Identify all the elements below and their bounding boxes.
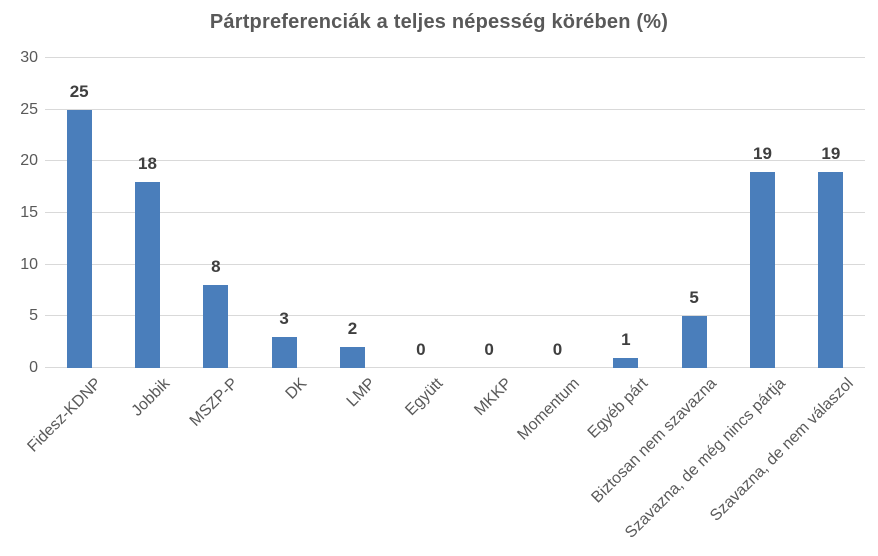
bar-value-label: 18 [138,154,157,173]
bar [271,337,297,368]
x-axis-category-label: DK [282,375,311,403]
bar-value-label: 25 [69,82,89,101]
bar-value-label: 0 [484,340,494,359]
bar [613,358,639,368]
gridline [45,263,865,265]
x-axis-category-label: Szavazna, de nem válaszol [707,375,857,525]
x-axis-category-label: Egyéb párt [585,375,652,442]
y-axis-tick-label: 20 [20,152,38,170]
bar-value-label: 2 [347,319,358,338]
x-axis-category-label: Fidesz-KDNP [24,375,106,456]
gridline [45,57,865,58]
bar-value-label: 1 [621,330,631,349]
x-axis-category-label: Együtt [402,375,447,420]
bar [681,316,707,368]
bar [818,172,844,368]
x-axis-category-label: MKKP [471,375,516,420]
y-axis-tick-label: 15 [20,204,38,221]
bar [340,347,365,368]
bar [750,172,775,368]
gridline [45,108,865,110]
y-axis-tick-label: 0 [29,359,38,376]
y-axis-tick-label: 5 [29,307,38,325]
y-axis-tick-label: 30 [20,49,38,66]
chart-title: Pártpreferenciák a teljes népesség köréb… [209,11,669,33]
bar [203,285,229,368]
bar-value-label: 5 [689,288,699,307]
x-axis-category-label: LMP [343,375,379,411]
gridline [45,367,865,368]
bar-value-label: 19 [753,144,772,163]
bar-value-label: 8 [211,257,221,276]
bar-value-label: 3 [279,309,289,328]
bar [66,110,92,368]
y-axis-tick-label: 10 [20,255,38,273]
bar-value-label: 19 [821,144,841,163]
bar [135,182,160,368]
bar-value-label: 0 [552,340,563,359]
gridline [45,315,865,317]
x-axis-category-label: Momentum [514,375,584,444]
x-axis-category-label: MSZP-P [187,375,242,430]
y-axis-tick-label: 25 [20,100,38,118]
bar-value-label: 0 [416,340,426,359]
plot-area: 0 5 10 15 20 25 30 25 Fidesz-KDNP 18 Jobbik 8 MSZP-P… [20,49,865,542]
gridline [45,212,865,213]
x-axis-category-label: Biztosan nem szavazna [588,375,721,507]
gridline [45,160,865,162]
x-axis-category-label: Jobbik [128,375,174,420]
